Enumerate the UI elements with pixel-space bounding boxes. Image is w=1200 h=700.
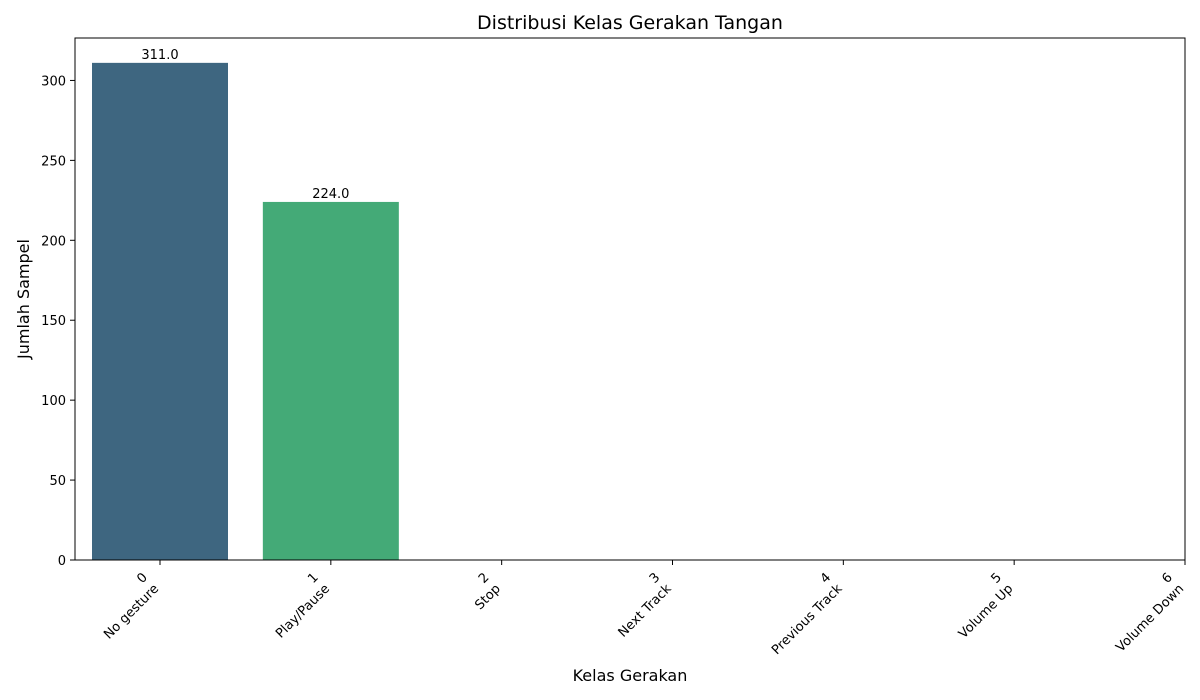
bar-value-label: 311.0 xyxy=(141,48,178,63)
y-tick-label: 50 xyxy=(49,474,66,489)
y-tick-label: 100 xyxy=(41,394,66,409)
bar xyxy=(262,201,399,560)
bar xyxy=(92,62,228,560)
y-tick-label: 200 xyxy=(41,234,66,249)
y-tick-label: 300 xyxy=(41,74,66,89)
y-tick-label: 150 xyxy=(41,314,66,329)
y-tick-label: 250 xyxy=(41,154,66,169)
y-tick-label: 0 xyxy=(58,554,66,569)
chart-title: Distribusi Kelas Gerakan Tangan xyxy=(477,12,783,34)
bar-value-label: 224.0 xyxy=(312,187,349,202)
plot-frame xyxy=(74,37,1186,561)
y-axis-label: Jumlah Sampel xyxy=(14,239,33,360)
x-axis-label: Kelas Gerakan xyxy=(573,666,688,685)
